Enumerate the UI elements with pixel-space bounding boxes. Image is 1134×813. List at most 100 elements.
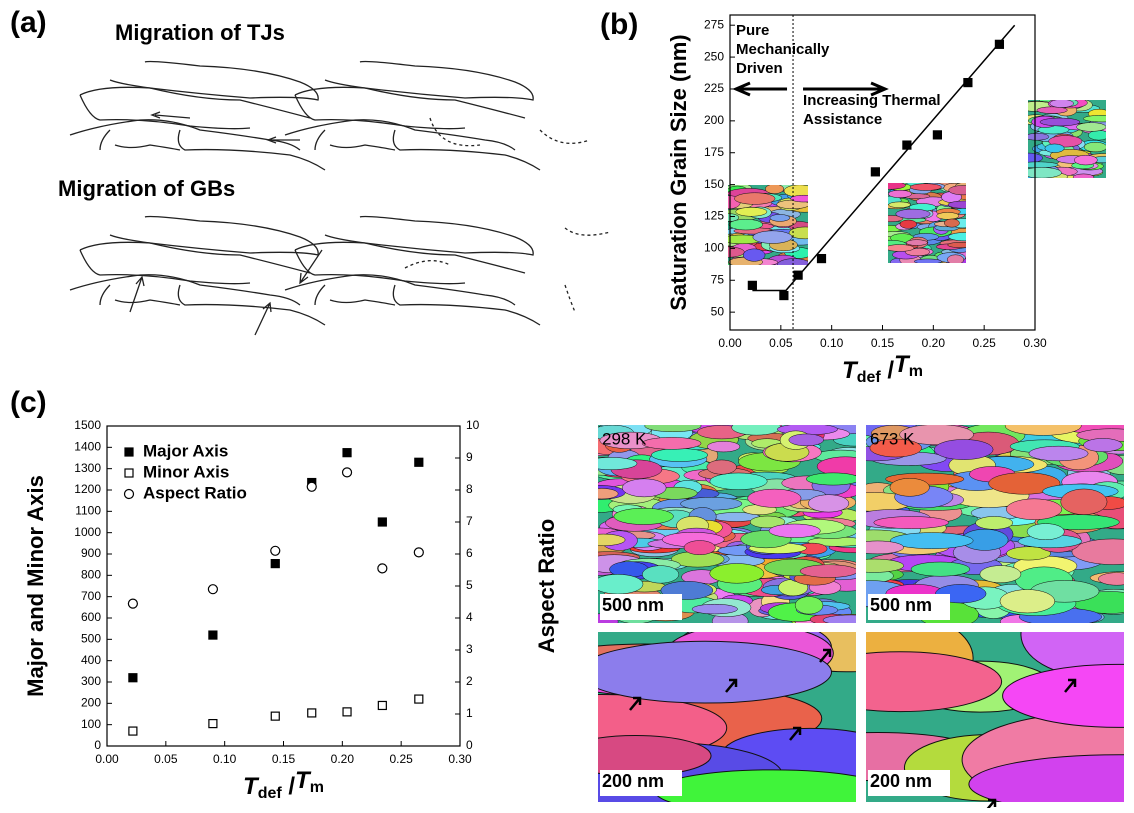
scale-box (868, 770, 950, 796)
marker (270, 558, 280, 569)
x-tick-label: 0.25 (389, 752, 413, 766)
x-tick-label: 0.25 (972, 336, 996, 350)
grain-patch (709, 472, 768, 490)
y-tick-label: 100 (704, 241, 724, 255)
x-label-part: / (881, 357, 895, 384)
marker (377, 563, 388, 574)
marker (342, 448, 352, 458)
x-tick-label: 0.15 (871, 336, 895, 350)
marker (779, 290, 789, 301)
panel-label: (c) (10, 386, 47, 419)
grain-patch (936, 212, 960, 220)
marker (124, 468, 134, 478)
y2-tick-label: 9 (466, 450, 473, 464)
x-tick-label: 0.20 (922, 336, 946, 350)
grain-patch (968, 754, 1124, 802)
grain-patch (747, 488, 802, 508)
marker (128, 726, 138, 736)
grain-patch (621, 478, 667, 498)
scale-label: 200 nm (870, 771, 932, 791)
grain-patch (1044, 143, 1065, 153)
grain-patch (948, 185, 966, 196)
grain-patch (1088, 130, 1106, 141)
arrow (789, 726, 802, 741)
x-tick-label: 0.00 (718, 336, 742, 350)
y-tick-label: 275 (704, 17, 724, 31)
grain-patch (1028, 161, 1059, 169)
x-axis-label: Tdef /Tm (243, 767, 324, 802)
marker (123, 488, 135, 500)
marker (413, 547, 424, 558)
scale-label: 500 nm (870, 595, 932, 615)
grain-patch (866, 558, 904, 573)
grain-patch (822, 614, 856, 623)
marker (124, 447, 134, 457)
y-tick-label: 700 (81, 589, 101, 603)
grain-patch (805, 472, 856, 486)
annotation: Driven (736, 60, 783, 77)
grain-patch (1060, 488, 1108, 515)
grain-patch (873, 516, 949, 529)
y-tick-label: 225 (704, 81, 724, 95)
grain-patch (598, 488, 619, 500)
grain-patch (598, 457, 638, 470)
grain-patch (731, 425, 782, 436)
grain-patch (866, 540, 904, 555)
grain-patch (1083, 115, 1106, 123)
grain-patch (641, 437, 702, 450)
marker (307, 708, 317, 718)
grain-patch (979, 565, 1022, 583)
temperature-label: 673 K (870, 429, 915, 448)
grain-patch (1083, 438, 1123, 453)
grain-patch (906, 239, 928, 246)
y-tick-label: 300 (81, 674, 101, 688)
grain-patch (909, 183, 942, 191)
x-label-part: def (258, 785, 283, 802)
grain-patch (895, 208, 931, 219)
panel-title: Migration of GBs (58, 176, 235, 201)
x-tick-label: 0.15 (272, 752, 296, 766)
y2-tick-label: 3 (466, 642, 473, 656)
marker (414, 694, 424, 704)
marker (994, 39, 1005, 49)
orientation-map (598, 632, 856, 802)
grain-patch (1006, 546, 1051, 561)
grain-patch (734, 192, 776, 205)
x-label-part: m (310, 779, 324, 796)
y-axis-label: Saturation Grain Size (nm) (666, 34, 691, 310)
grain-patch (888, 189, 912, 198)
grain-patch (749, 515, 786, 529)
grain-patch (654, 769, 856, 802)
grain-patch (934, 439, 994, 460)
marker (932, 130, 943, 140)
grain-patch (706, 459, 737, 475)
grain-patch (1004, 425, 1082, 436)
scale-box (600, 770, 682, 796)
marker (414, 457, 424, 467)
grain-patch (890, 532, 974, 549)
y2-tick-label: 7 (466, 514, 473, 528)
y-tick-label: 250 (704, 49, 724, 63)
grain-patch (683, 540, 716, 555)
fit-line (752, 24, 1016, 292)
annotation: Mechanically (736, 41, 830, 58)
grain-patch (889, 478, 930, 497)
marker (793, 270, 803, 280)
orientation-map (1028, 100, 1106, 178)
x-tick-label: 0.10 (820, 336, 844, 350)
grain-patch (975, 516, 1014, 530)
y-tick-label: 1000 (74, 525, 101, 539)
grain-patch (888, 244, 915, 252)
grain-patch (948, 232, 966, 242)
x-axis-label: Tdef /Tm (842, 351, 923, 386)
scale-label: 500 nm (602, 595, 664, 615)
grain-patch (769, 214, 791, 222)
grain-patch (788, 226, 808, 240)
y-tick-label: 50 (711, 304, 725, 318)
grain-patch (1039, 117, 1081, 127)
grain-patch (790, 194, 808, 203)
y-tick-label: 0 (94, 738, 101, 752)
grain-patch (899, 219, 917, 229)
grain-patch (1049, 100, 1074, 108)
y-tick-label: 1500 (74, 418, 101, 432)
